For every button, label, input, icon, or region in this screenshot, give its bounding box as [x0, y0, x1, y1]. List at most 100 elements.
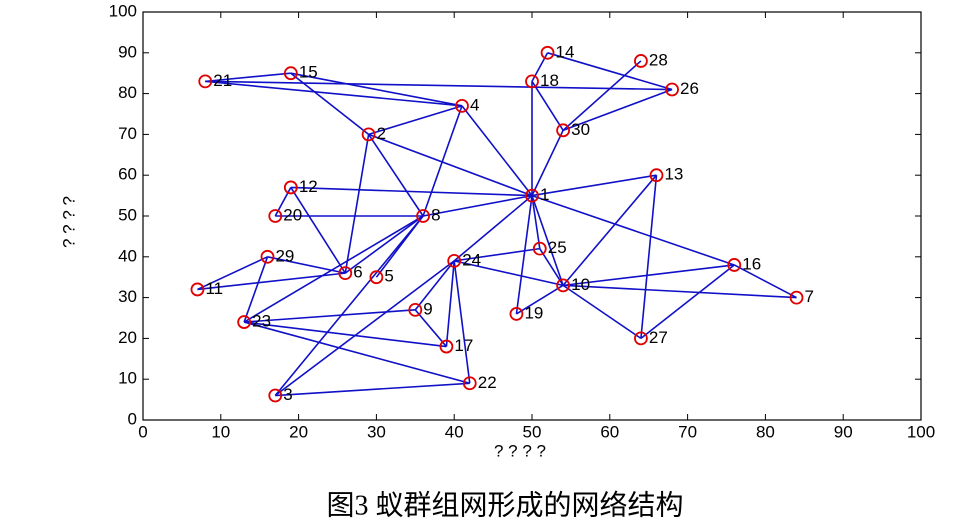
y-tick-label: 50 [118, 205, 137, 224]
x-tick-label: 80 [756, 422, 775, 441]
x-tick-label: 10 [211, 422, 230, 441]
node-label: 30 [571, 120, 590, 139]
edge [640, 175, 658, 339]
edge [290, 186, 533, 197]
y-tick-label: 0 [128, 409, 137, 428]
edge [453, 194, 533, 262]
node [268, 209, 283, 223]
node [455, 98, 469, 113]
edge [454, 260, 564, 287]
node-label: 13 [664, 165, 683, 184]
node [789, 290, 804, 305]
node-label: 27 [649, 328, 668, 347]
edge [275, 382, 470, 397]
node [462, 376, 477, 391]
edge [562, 174, 658, 286]
node [634, 331, 648, 346]
node-label: 22 [478, 373, 497, 392]
edge [367, 133, 424, 217]
edge [640, 264, 735, 340]
node-label: 8 [431, 205, 440, 224]
node-label: 15 [299, 63, 318, 82]
x-axis-label: ? ? ? ? [494, 441, 546, 460]
node [198, 74, 213, 89]
node [509, 307, 524, 321]
edge [290, 72, 370, 136]
edge [267, 256, 346, 274]
x-tick-label: 0 [138, 422, 147, 441]
edge [733, 264, 797, 299]
node-label: 28 [649, 50, 668, 69]
node-label: 24 [462, 250, 481, 269]
node [408, 302, 423, 317]
node [416, 209, 430, 223]
node-label: 23 [252, 312, 271, 331]
edge [274, 215, 424, 397]
edge [205, 80, 673, 91]
node-label: 19 [524, 303, 543, 322]
edge [453, 260, 471, 384]
node [447, 253, 462, 268]
node [525, 188, 539, 203]
edge [531, 129, 564, 196]
node [260, 249, 275, 264]
edge [414, 260, 455, 311]
edge [563, 264, 735, 287]
y-tick-label: 80 [118, 83, 137, 102]
node [556, 278, 571, 293]
x-tick-label: 30 [367, 422, 386, 441]
node [237, 315, 252, 329]
edge [562, 284, 642, 340]
edge [445, 260, 455, 347]
y-tick-label: 10 [118, 369, 137, 388]
node-label: 25 [548, 238, 567, 257]
node-label: 6 [353, 263, 362, 282]
edge [368, 105, 463, 136]
node-label: 10 [571, 275, 590, 294]
edge [368, 133, 533, 197]
x-tick-label: 20 [289, 422, 308, 441]
y-tick-label: 90 [118, 42, 137, 61]
y-tick-label: 20 [118, 328, 137, 347]
edge [461, 105, 533, 197]
node-label: 20 [283, 205, 302, 224]
node-label: 3 [283, 385, 292, 404]
edge [244, 321, 447, 348]
x-tick-label: 40 [445, 422, 464, 441]
node-label: 5 [384, 267, 393, 286]
y-axis-label: ? ? ? ? [59, 196, 78, 248]
edge [344, 134, 370, 274]
y-tick-label: 70 [118, 124, 137, 143]
node-label: 18 [540, 71, 559, 90]
node [361, 127, 376, 142]
node-label: 26 [680, 79, 699, 98]
edge [197, 272, 346, 291]
node-label: 12 [299, 177, 318, 196]
edge [422, 194, 533, 217]
node [649, 168, 664, 183]
node [190, 282, 205, 297]
node [369, 270, 384, 285]
node [525, 74, 539, 89]
plot-frame [142, 11, 922, 421]
node [338, 266, 353, 281]
edge [243, 256, 269, 323]
edge [197, 256, 268, 291]
edge [531, 80, 564, 131]
edge [562, 60, 642, 131]
x-tick-label: 100 [907, 422, 935, 441]
y-tick-label: 100 [109, 1, 137, 20]
node-label: 9 [423, 299, 432, 318]
edge [539, 248, 564, 286]
edge [531, 195, 564, 286]
edge [290, 72, 463, 107]
x-tick-label: 60 [600, 422, 619, 441]
y-tick-label: 60 [118, 165, 137, 184]
node [556, 123, 571, 138]
edge [274, 260, 455, 397]
node-label: 16 [742, 254, 761, 273]
node [283, 180, 298, 195]
node [727, 258, 742, 272]
node-label: 17 [454, 336, 473, 355]
